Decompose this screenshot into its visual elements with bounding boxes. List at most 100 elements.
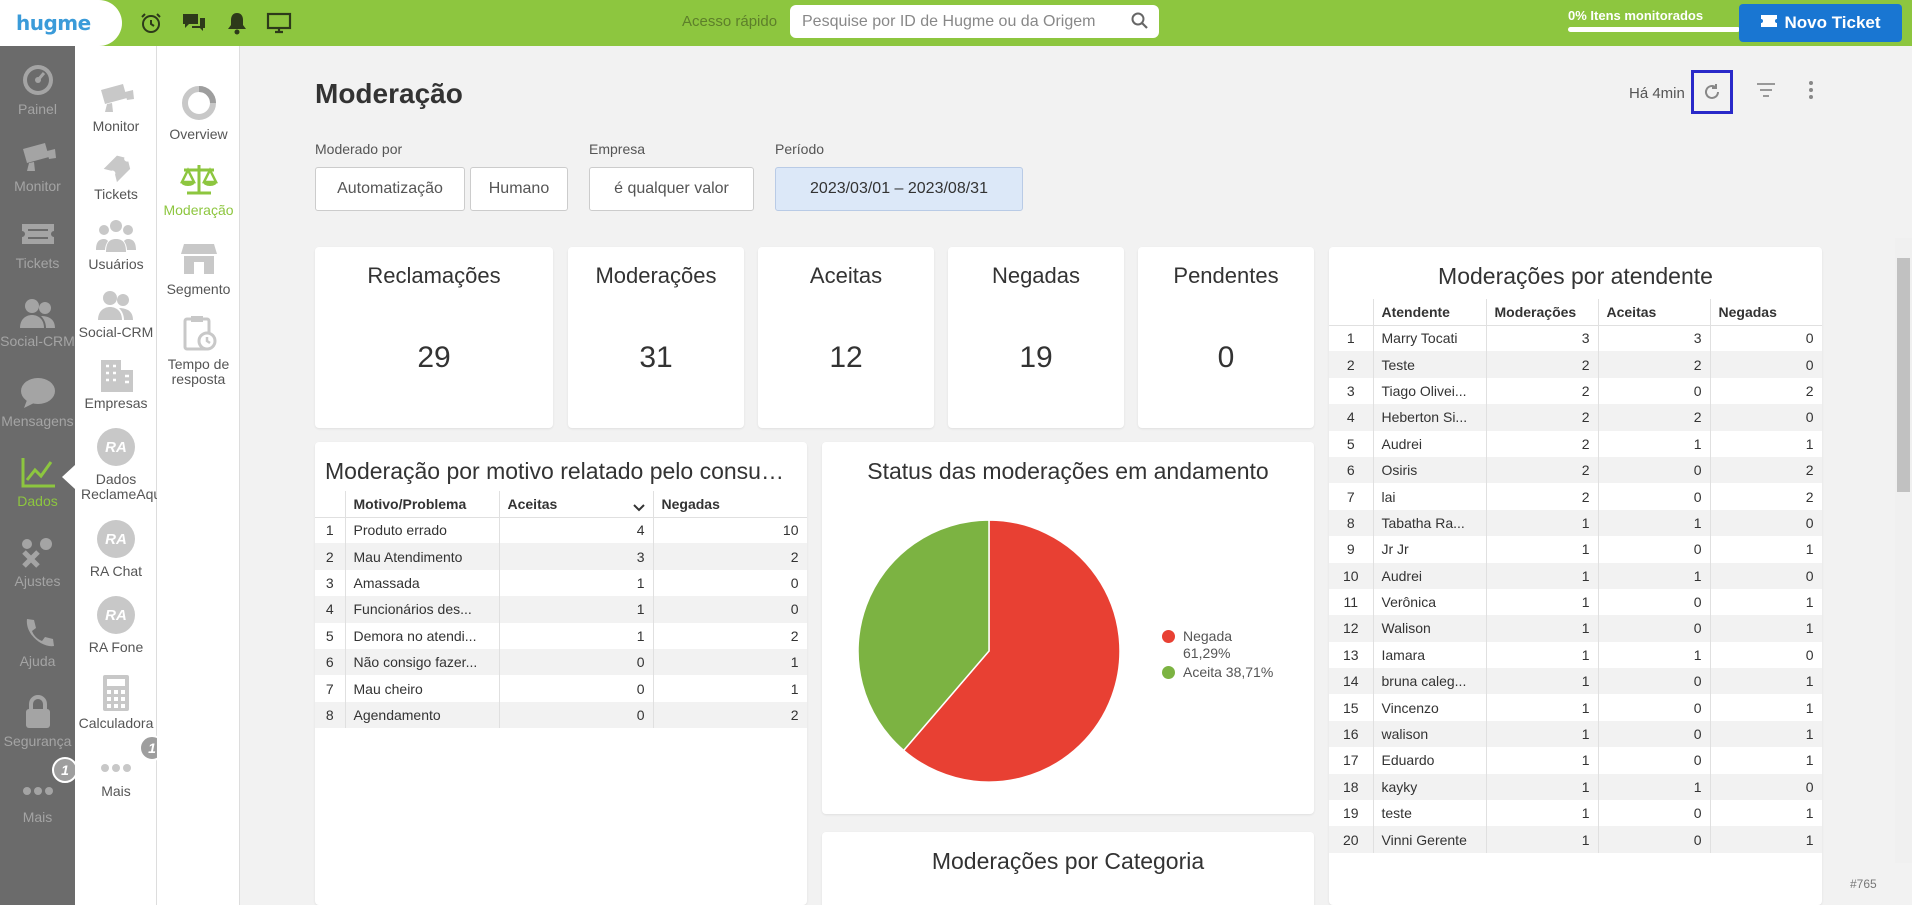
column-header[interactable]: Aceitas [1598, 299, 1711, 326]
logo[interactable]: hugme [0, 0, 122, 46]
table-cell: teste [1373, 800, 1487, 827]
legend-item-negada[interactable]: Negada 61,29% [1162, 628, 1272, 662]
nav-item-seguranca[interactable]: Segurança [0, 694, 75, 749]
table-row[interactable]: 4 Heberton Si... 2 2 0 [1329, 404, 1822, 431]
scrollbar-thumb[interactable] [1897, 258, 1910, 492]
table-row[interactable]: 19 teste 1 0 1 [1329, 800, 1822, 827]
nav-item-dados[interactable]: Dados [0, 456, 75, 509]
table-row[interactable]: 4 Funcionários des... 1 0 [315, 596, 807, 623]
nav-item-tickets[interactable]: Tickets [0, 216, 75, 271]
agents-table-card: Moderações por atendente Atendente Moder… [1329, 247, 1822, 905]
pie-chart [857, 519, 1121, 783]
monitor-icon[interactable] [265, 9, 293, 37]
subnav-item-mais[interactable]: Mais [75, 758, 157, 799]
status-chart-card: Status das moderações em andamento Negad… [822, 442, 1314, 814]
subnav-item-ra-chat[interactable]: RA RA Chat [75, 520, 157, 579]
subnav-item-calculadora[interactable]: Calculadora [75, 674, 157, 731]
subnav-item-empresas[interactable]: Empresas [75, 356, 157, 411]
search-box[interactable] [790, 5, 1159, 38]
table-cell: 0 [1710, 773, 1822, 801]
company-label: Empresa [589, 141, 646, 157]
nav-item-mensagens[interactable]: Mensagens [0, 376, 75, 429]
table-cell: 1 [499, 596, 654, 623]
company-filter[interactable]: é qualquer valor [589, 167, 754, 211]
table-row[interactable]: 2 Mau Atendimento 3 2 [315, 543, 807, 570]
table-row[interactable]: 5 Demora no atendi... 1 2 [315, 622, 807, 649]
table-row[interactable]: 6 Osiris 2 0 2 [1329, 456, 1822, 484]
new-ticket-button[interactable]: Novo Ticket [1739, 4, 1902, 42]
column-header-sorted[interactable]: Aceitas [499, 491, 654, 518]
table-row[interactable]: 15 Vincenzo 1 0 1 [1329, 694, 1822, 721]
table-row[interactable]: 7 Mau cheiro 0 1 [315, 675, 807, 702]
table-cell: 1 [1486, 668, 1599, 695]
table-row[interactable]: 7 lai 2 0 2 [1329, 483, 1822, 510]
refresh-icon [1705, 84, 1719, 99]
nav-item-ajuda[interactable]: Ajuda [0, 616, 75, 669]
nav-item-mais[interactable]: Mais [0, 776, 75, 825]
users-icon [98, 291, 133, 320]
table-row[interactable]: 12 Walison 1 0 1 [1329, 615, 1822, 642]
table-row[interactable]: 17 Eduardo 1 0 1 [1329, 747, 1822, 774]
page-scrollbar[interactable] [1895, 238, 1912, 863]
table-row[interactable]: 9 Jr Jr 1 0 1 [1329, 536, 1822, 563]
table-row[interactable]: 16 walison 1 0 1 [1329, 720, 1822, 748]
legend-item-aceita[interactable]: Aceita 38,71% [1162, 664, 1312, 681]
subnav-item-usuarios[interactable]: Usuários [75, 218, 157, 272]
table-row[interactable]: 5 Audrei 2 1 1 [1329, 430, 1822, 457]
table-row[interactable]: 8 Agendamento 0 2 [315, 701, 807, 729]
subnav-item-tickets[interactable]: Tickets [75, 150, 157, 202]
table-row[interactable]: 11 Verônica 1 0 1 [1329, 588, 1822, 616]
table-cell: 1 [1710, 536, 1822, 563]
subnav-item-overview[interactable]: Overview [157, 84, 240, 142]
pie-slice-aceita[interactable] [857, 519, 990, 752]
table-row[interactable]: 20 Vinni Gerente 1 0 1 [1329, 826, 1822, 853]
column-header[interactable]: Motivo/Problema [345, 491, 500, 518]
table-row[interactable]: 8 Tabatha Ra... 1 1 0 [1329, 509, 1822, 537]
column-header[interactable]: Atendente [1373, 299, 1487, 326]
table-cell: 1 [1486, 562, 1599, 589]
subnav-item-moderacao[interactable]: Moderação [157, 162, 240, 218]
nav-item-monitor[interactable]: Monitor [0, 139, 75, 194]
table-cell: 2 [1598, 351, 1711, 378]
nav-item-painel[interactable]: Painel [0, 62, 75, 117]
subnav-item-tempo-de-resposta[interactable]: Tempo de resposta [157, 314, 240, 387]
subnav-item-ra-fone[interactable]: RA RA Fone [75, 596, 157, 655]
subnav-item-monitor[interactable]: Monitor [75, 80, 157, 134]
nav-item-social-crm[interactable]: Social-CRM [0, 296, 75, 349]
table-row[interactable]: 3 Tiago Olivei... 2 0 2 [1329, 377, 1822, 405]
subnav-item-dados-reclameaqui[interactable]: RA Dados ReclameAqui [75, 428, 164, 502]
kpi-title: Moderações [595, 263, 717, 288]
table-row[interactable]: 10 Audrei 1 1 0 [1329, 562, 1822, 589]
more-options-icon[interactable] [1806, 80, 1816, 105]
nav-item-ajustes[interactable]: Ajustes [0, 536, 75, 589]
filter-automation-chip[interactable]: Automatização [315, 167, 465, 211]
table-row[interactable]: 1 Marry Tocati 3 3 0 [1329, 325, 1822, 352]
filter-icon[interactable] [1755, 80, 1777, 105]
column-header[interactable]: Negadas [1710, 299, 1822, 326]
column-header[interactable]: Negadas [653, 491, 807, 518]
table-cell: Iamara [1373, 641, 1487, 669]
period-label: Período [775, 141, 825, 157]
bell-icon[interactable] [223, 9, 251, 37]
refresh-button[interactable] [1691, 70, 1733, 114]
column-header[interactable]: Moderações [1486, 299, 1599, 326]
table-row[interactable]: 18 kayky 1 1 0 [1329, 773, 1822, 801]
pie-slice-negada[interactable] [902, 519, 1121, 783]
alarm-clock-icon[interactable] [137, 9, 165, 37]
table-row[interactable]: 6 Não consigo fazer... 0 1 [315, 648, 807, 676]
table-row[interactable]: 2 Teste 2 2 0 [1329, 351, 1822, 378]
period-filter[interactable]: 2023/03/01 – 2023/08/31 [775, 167, 1023, 211]
subnav-item-social-crm[interactable]: Social-CRM [75, 288, 157, 340]
table-row[interactable]: 13 Iamara 1 1 0 [1329, 641, 1822, 669]
table-cell: 0 [1598, 826, 1711, 853]
filter-human-chip[interactable]: Humano [470, 167, 568, 211]
search-icon[interactable] [1131, 12, 1149, 35]
legend-swatch [1162, 666, 1175, 679]
chat-icon[interactable] [180, 9, 208, 37]
search-input[interactable] [802, 12, 1122, 31]
table-row[interactable]: 1 Produto errado 4 10 [315, 517, 807, 544]
table-cell: 1 [653, 648, 807, 676]
subnav-item-segmento[interactable]: Segmento [157, 240, 240, 297]
table-row[interactable]: 3 Amassada 1 0 [315, 569, 807, 597]
table-row[interactable]: 14 bruna caleg... 1 0 1 [1329, 668, 1822, 695]
